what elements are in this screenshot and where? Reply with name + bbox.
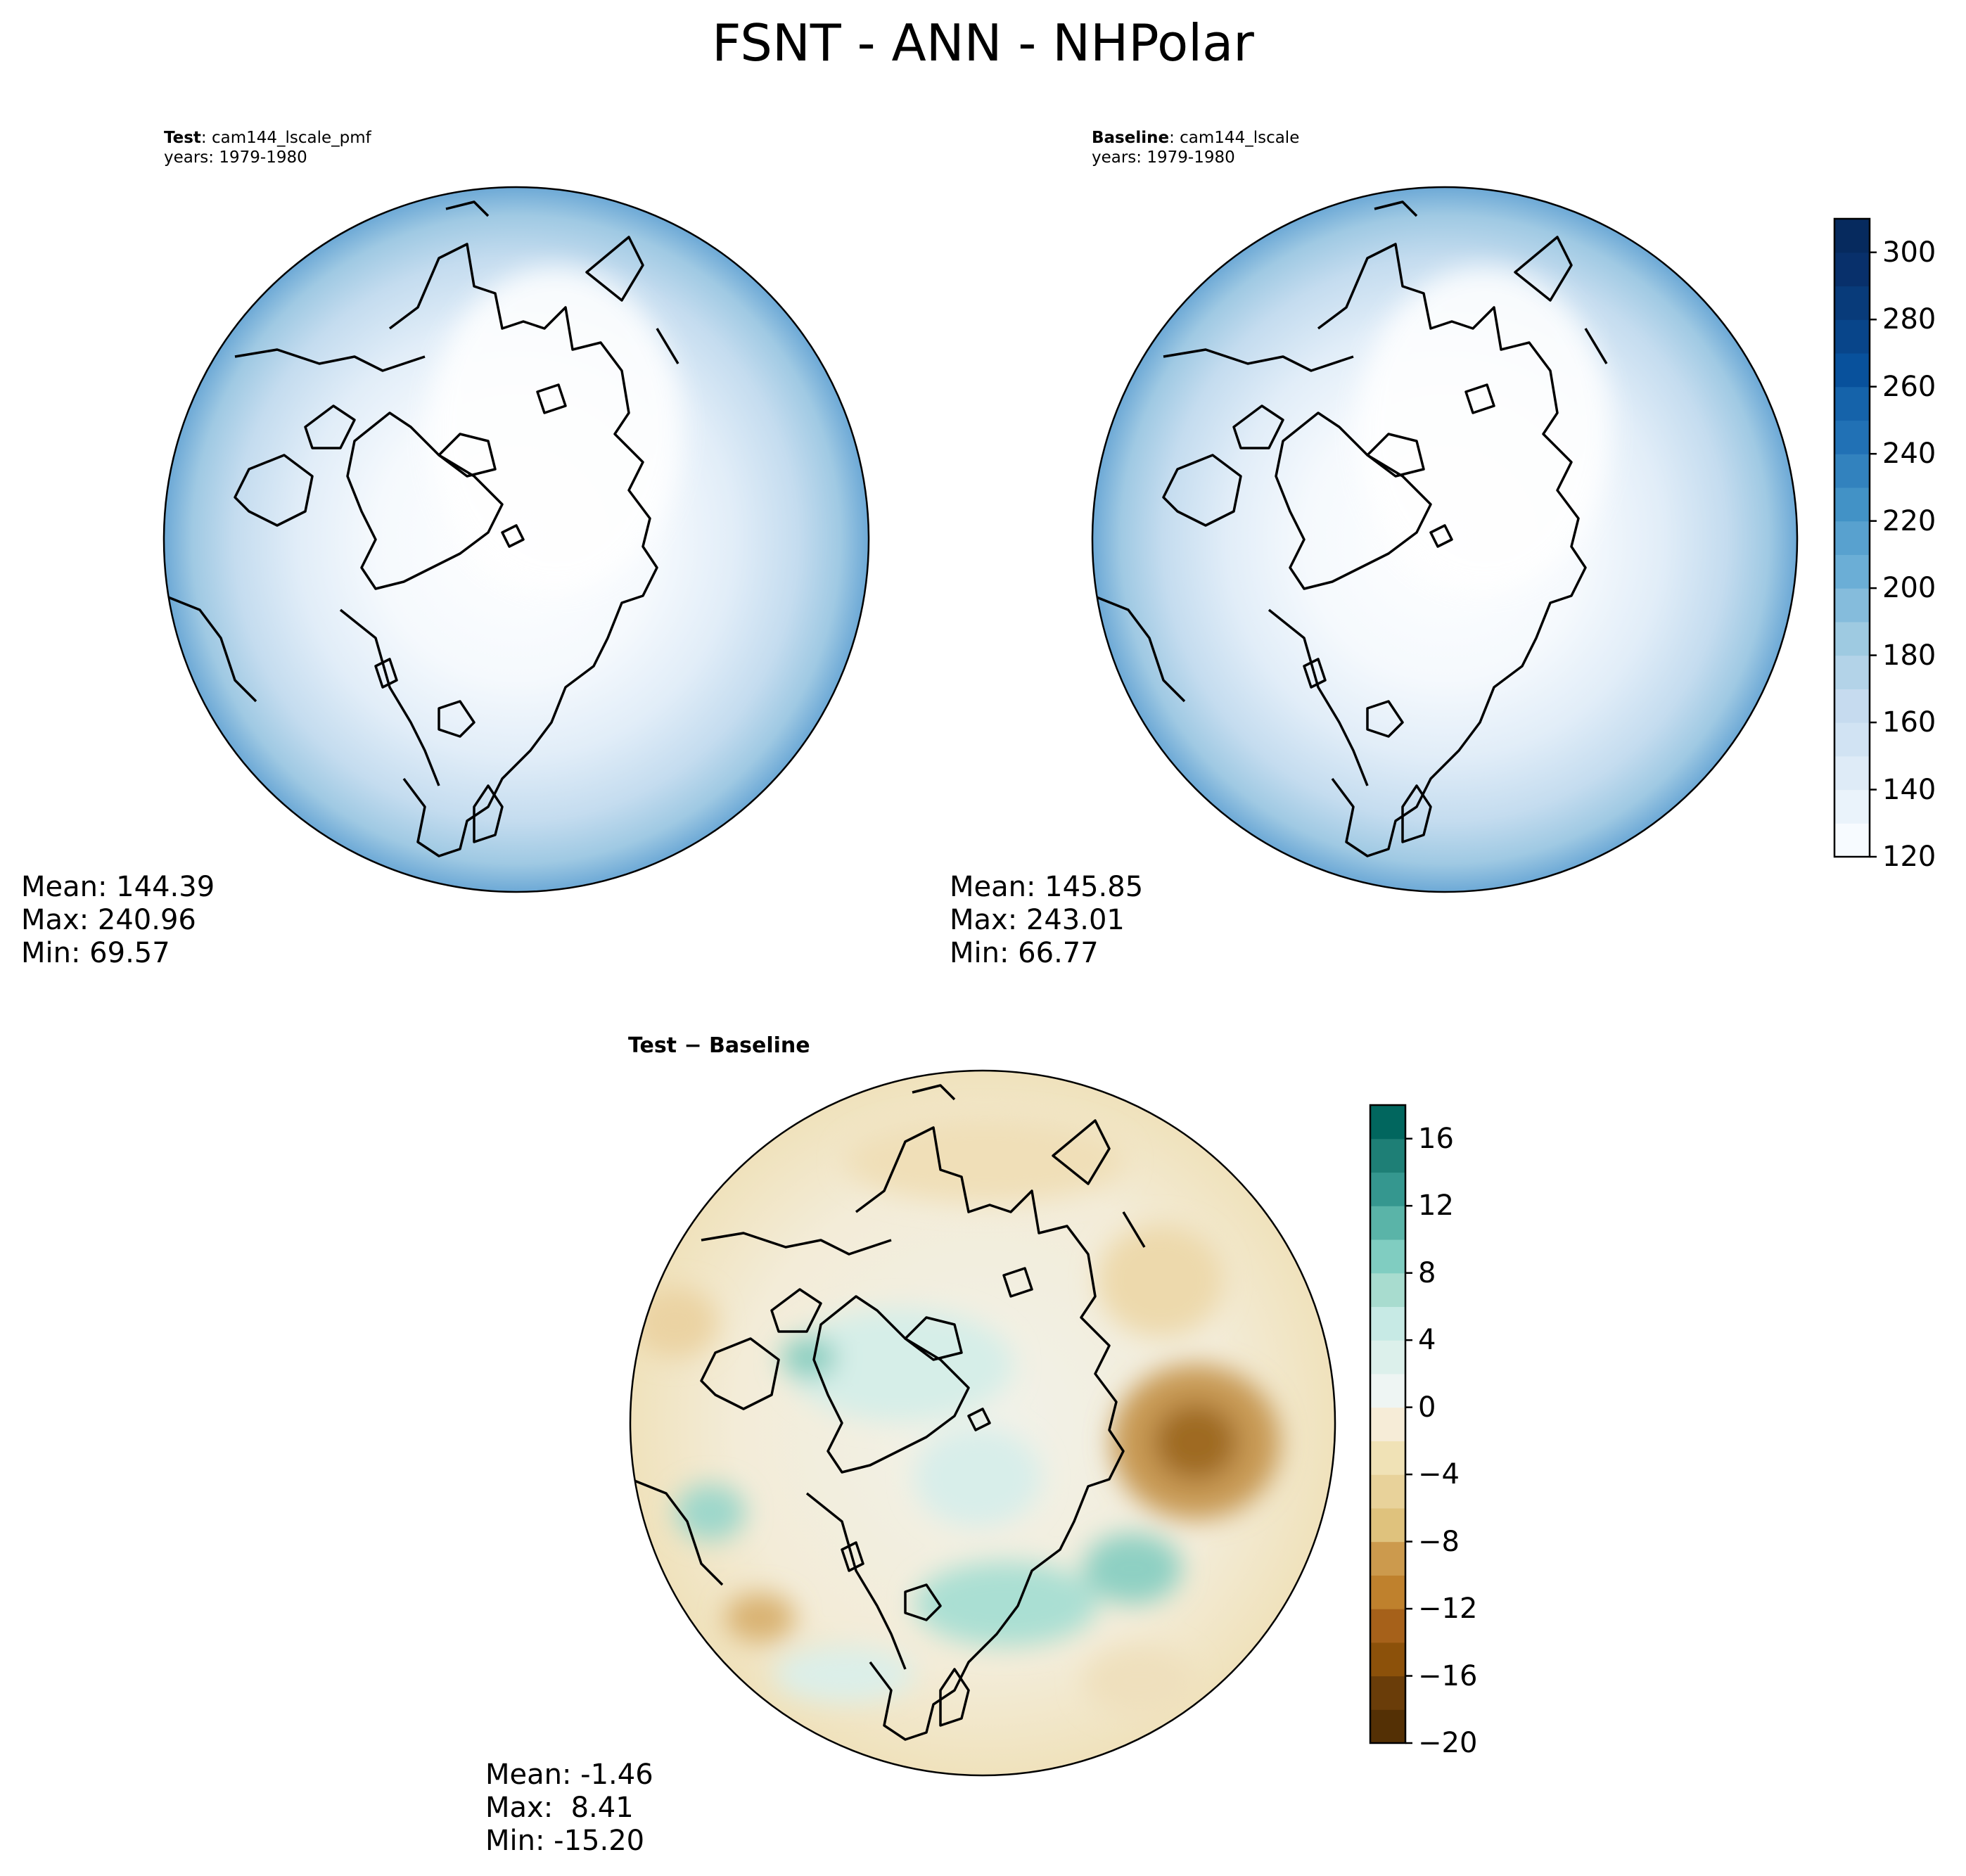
difference-colorbar-frame [1369, 1104, 1407, 1744]
test-panel-title: Test: cam144_lscale_pmf years: 1979-1980 [164, 128, 371, 167]
difference-colorbar-segment [1370, 1575, 1405, 1609]
difference-colorbar-tick-label: 12 [1418, 1189, 1454, 1223]
main-colorbar-tick-label: 180 [1882, 639, 1936, 672]
test-mean: Mean: 144.39 [21, 871, 215, 903]
difference-colorbar-segment [1370, 1272, 1405, 1308]
test-map-boundary [162, 186, 870, 893]
main-colorbar-tick-label: 260 [1882, 370, 1936, 403]
main-colorbar-segment [1834, 755, 1870, 791]
main-colorbar-segment [1834, 789, 1870, 824]
difference-colorbar-segment [1370, 1340, 1405, 1374]
diff-panel-title: Test − Baseline [628, 1034, 810, 1058]
difference-colorbar-tick-label: −20 [1418, 1727, 1478, 1759]
main-colorbar-segment [1834, 487, 1870, 522]
difference-colorbar-segment [1370, 1239, 1405, 1274]
difference-colorbar-segment [1370, 1138, 1405, 1173]
test-min: Min: 69.57 [21, 937, 170, 969]
test-stats: Mean: 144.39 Max: 240.96 Min: 69.57 [21, 871, 215, 970]
difference-colorbar-segment [1370, 1474, 1405, 1509]
main-colorbar-segment [1834, 521, 1870, 555]
main-colorbar-tick-label: 200 [1882, 572, 1936, 605]
test-years: years: 1979-1980 [164, 148, 307, 167]
main-colorbar-tick-label: 160 [1882, 706, 1936, 739]
main-colorbar-tick-label: 300 [1882, 236, 1936, 269]
main-colorbar-tick-label: 220 [1882, 504, 1936, 537]
baseline-mean: Mean: 145.85 [950, 871, 1144, 903]
difference-colorbar-segment [1370, 1172, 1405, 1206]
difference-colorbar-segment [1370, 1507, 1405, 1543]
baseline-case-name: : cam144_lscale [1169, 129, 1300, 147]
main-colorbar-segment [1834, 588, 1870, 623]
main-colorbar-tick-label: 120 [1882, 841, 1936, 873]
difference-colorbar-segment [1370, 1642, 1405, 1677]
difference-colorbar-tick-label: −16 [1418, 1659, 1478, 1692]
main-colorbar-segment [1834, 722, 1870, 757]
difference-colorbar-segment [1370, 1541, 1405, 1576]
diff-label: Test − Baseline [628, 1033, 810, 1058]
difference-colorbar-tick-label: −12 [1418, 1593, 1478, 1626]
main-colorbar-tick-label: 240 [1882, 438, 1936, 471]
difference-colorbar-segment [1370, 1441, 1405, 1475]
baseline-panel-title: Baseline: cam144_lscale years: 1979-1980 [1092, 128, 1299, 167]
main-colorbar-segment [1834, 386, 1870, 421]
main-colorbar-segment [1834, 454, 1870, 488]
main-colorbar-segment [1834, 420, 1870, 454]
diff-mean: Mean: -1.46 [485, 1759, 653, 1791]
difference-colorbar-segment [1370, 1373, 1405, 1408]
baseline-label: Baseline [1092, 129, 1170, 147]
test-max: Max: 240.96 [21, 904, 196, 936]
main-colorbar-segment [1834, 319, 1870, 354]
diff-min: Min: -15.20 [485, 1825, 645, 1857]
main-colorbar-segment [1834, 655, 1870, 689]
test-label: Test [164, 129, 201, 147]
main-colorbar [1833, 217, 1877, 858]
difference-colorbar-segment [1370, 1105, 1405, 1140]
baseline-map [1092, 187, 1797, 892]
main-colorbar-segment [1834, 252, 1870, 287]
main-colorbar-frame [1833, 217, 1871, 858]
main-colorbar-segment [1834, 621, 1870, 656]
difference-colorbar-tick-label: −4 [1418, 1458, 1460, 1491]
test-case-name: : cam144_lscale_pmf [200, 129, 371, 147]
diff-max: Max: 8.41 [485, 1792, 634, 1824]
difference-colorbar-segment [1370, 1676, 1405, 1710]
baseline-map-boundary [1091, 186, 1799, 893]
baseline-min: Min: 66.77 [950, 937, 1099, 969]
diff-stats: Mean: -1.46 Max: 8.41 Min: -15.20 [485, 1759, 653, 1858]
difference-colorbar-segment [1370, 1407, 1405, 1441]
difference-map [630, 1071, 1335, 1775]
difference-colorbar-segment [1370, 1609, 1405, 1643]
difference-colorbar-tick-label: 8 [1418, 1256, 1436, 1289]
main-colorbar-tick-label: 280 [1882, 303, 1936, 336]
difference-map-boundary [629, 1069, 1336, 1777]
main-colorbar-tick-label: 140 [1882, 773, 1936, 806]
difference-colorbar-tick-label: −8 [1418, 1525, 1460, 1558]
baseline-max: Max: 243.01 [950, 904, 1125, 936]
difference-colorbar-tick-label: 0 [1418, 1391, 1436, 1424]
difference-colorbar-segment [1370, 1306, 1405, 1341]
main-colorbar-segment [1834, 219, 1870, 253]
main-colorbar-segment [1834, 286, 1870, 320]
difference-colorbar [1369, 1104, 1412, 1744]
main-colorbar-segment [1834, 689, 1870, 723]
main-colorbar-segment [1834, 823, 1870, 857]
figure-title: FSNT - ANN - NHPolar [712, 13, 1254, 72]
difference-colorbar-tick-label: 4 [1418, 1324, 1436, 1357]
difference-colorbar-tick-label: 16 [1418, 1122, 1454, 1155]
difference-colorbar-segment [1370, 1206, 1405, 1240]
test-map [164, 187, 869, 892]
main-colorbar-segment [1834, 554, 1870, 589]
baseline-years: years: 1979-1980 [1092, 148, 1235, 167]
baseline-stats: Mean: 145.85 Max: 243.01 Min: 66.77 [950, 871, 1143, 970]
main-colorbar-segment [1834, 352, 1870, 388]
difference-colorbar-segment [1370, 1709, 1405, 1744]
